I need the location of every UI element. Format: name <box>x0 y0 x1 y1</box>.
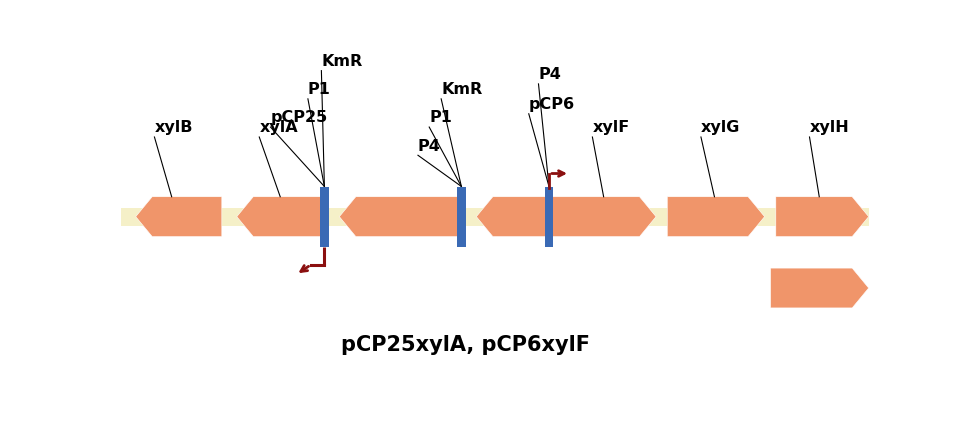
Text: pCP6: pCP6 <box>528 97 575 112</box>
Text: xylA: xylA <box>259 120 298 135</box>
FancyArrow shape <box>668 197 765 237</box>
Text: xylB: xylB <box>155 120 193 135</box>
Text: KmR: KmR <box>441 82 482 97</box>
Text: P4: P4 <box>538 67 561 82</box>
Text: P4: P4 <box>418 138 440 153</box>
Text: xylH: xylH <box>810 120 849 135</box>
Text: xylG: xylG <box>701 120 740 135</box>
Bar <box>457 187 466 247</box>
FancyArrow shape <box>776 197 868 237</box>
FancyArrow shape <box>771 268 868 308</box>
Text: xylF: xylF <box>592 120 630 135</box>
Text: KmR: KmR <box>322 54 362 69</box>
FancyArrow shape <box>339 197 462 237</box>
FancyArrow shape <box>549 197 656 237</box>
Bar <box>545 187 554 247</box>
FancyArrow shape <box>476 197 549 237</box>
Text: pCP25xylA, pCP6xylF: pCP25xylA, pCP6xylF <box>341 335 589 355</box>
Text: P1: P1 <box>308 82 330 97</box>
Bar <box>321 187 328 247</box>
Text: P1: P1 <box>429 110 452 125</box>
Text: pCP25: pCP25 <box>270 110 327 125</box>
Bar <box>121 208 869 226</box>
FancyArrow shape <box>135 197 222 237</box>
FancyArrow shape <box>237 197 325 237</box>
